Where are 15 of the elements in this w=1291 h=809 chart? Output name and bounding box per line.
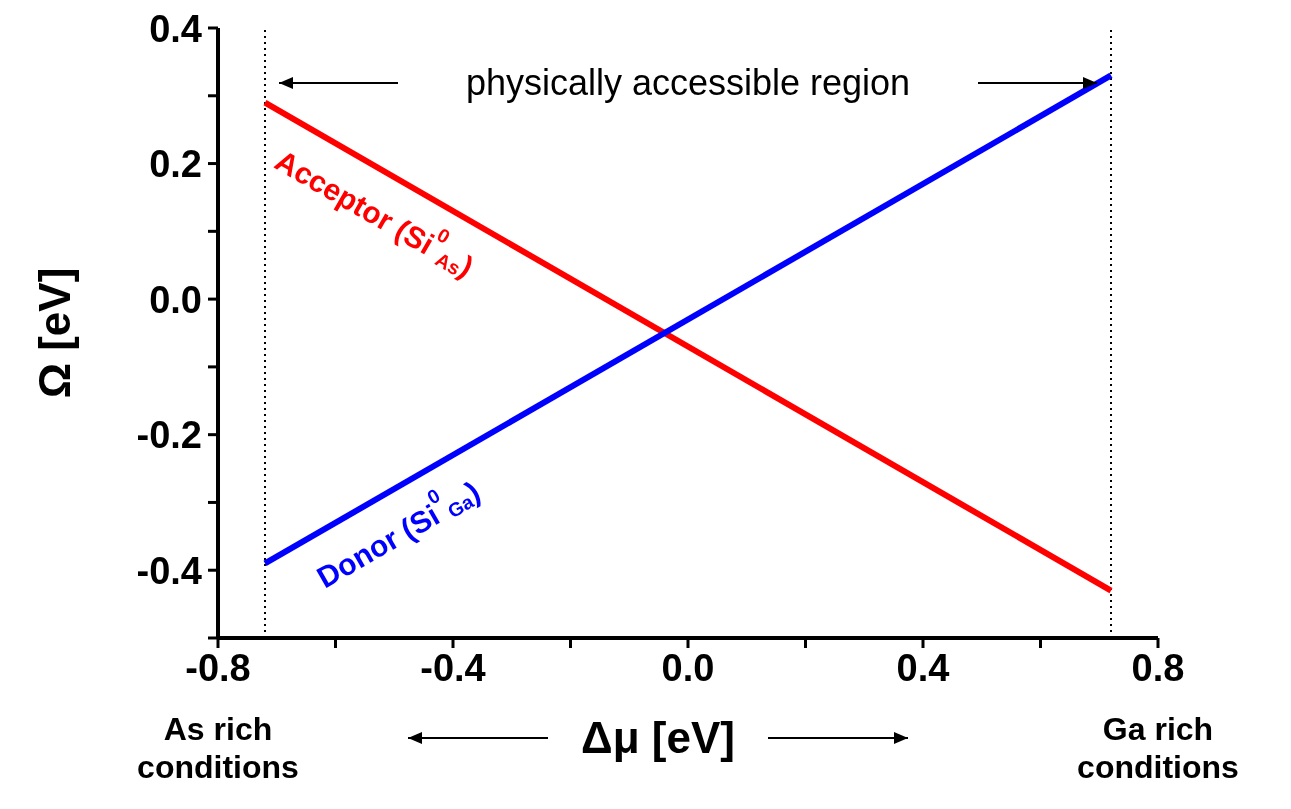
y-axis-title: Ω [eV] bbox=[29, 267, 79, 399]
y-tick-label: 0.2 bbox=[149, 143, 202, 186]
x-axis-title: Δμ [eV] bbox=[581, 713, 735, 762]
x-tick-label: -0.8 bbox=[185, 646, 251, 689]
x-tick-label: 0.8 bbox=[1131, 646, 1185, 689]
y-tick-label: 0.0 bbox=[149, 278, 202, 321]
x-tick-label: 0.0 bbox=[661, 646, 715, 689]
y-tick-label: 0.4 bbox=[149, 7, 202, 50]
y-tick-label: -0.4 bbox=[136, 549, 202, 592]
x-tick-label: 0.4 bbox=[896, 646, 950, 689]
y-tick-label: -0.2 bbox=[136, 414, 202, 457]
text: Ga rich conditions bbox=[1077, 711, 1239, 785]
text: As rich conditions bbox=[137, 711, 299, 785]
x-tick-label: -0.4 bbox=[420, 646, 486, 689]
annotation: physically accessible region bbox=[465, 62, 911, 103]
